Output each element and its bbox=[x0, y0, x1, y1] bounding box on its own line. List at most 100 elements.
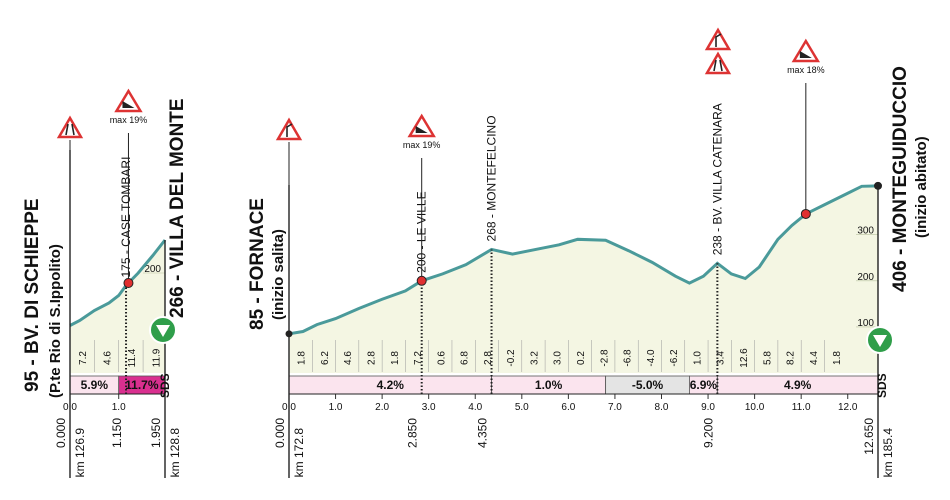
climb-icon bbox=[122, 101, 135, 108]
segment-grade: 4.6 bbox=[343, 351, 354, 365]
distance-label: 2.850 bbox=[406, 418, 420, 448]
segment-grade: -0.2 bbox=[506, 349, 517, 367]
segment-grade: 6.8 bbox=[460, 351, 471, 365]
road-sign bbox=[704, 27, 732, 51]
profile-line bbox=[288, 184, 879, 336]
road-sign bbox=[704, 51, 732, 75]
segment-grade: -6.2 bbox=[669, 349, 680, 367]
x-tick-label: 9.0 bbox=[701, 402, 715, 413]
profile-line bbox=[69, 239, 167, 327]
start-label: 95 - BV. DI SCHIEPPE bbox=[22, 198, 43, 392]
sector-label: 5.9% bbox=[81, 378, 109, 392]
sector-label: -5.0% bbox=[632, 378, 664, 392]
y-tick-label: 100 bbox=[857, 318, 874, 329]
segment-grade: 1.8 bbox=[297, 351, 308, 365]
km-start: km 126.9 bbox=[73, 428, 87, 478]
sector-label: 11.7% bbox=[125, 378, 159, 392]
road-sign-icon bbox=[715, 33, 722, 47]
climb-dot bbox=[416, 275, 427, 286]
logo-text: SDS bbox=[875, 373, 889, 398]
segment-grade: 3.4 bbox=[716, 351, 727, 365]
segment-grade: 0.6 bbox=[436, 351, 447, 365]
segment-grade: 8.2 bbox=[786, 351, 797, 365]
climb-label: max 19% bbox=[110, 115, 148, 125]
x-tick-label: 2.0 bbox=[375, 402, 389, 413]
x-tick-label: 4.0 bbox=[468, 402, 482, 413]
end-label: 266 - VILLA DEL MONTE bbox=[167, 98, 188, 318]
distance-label: 0.000 bbox=[273, 418, 287, 448]
profile-area bbox=[289, 185, 878, 373]
segment-grade: 7.2 bbox=[413, 351, 424, 365]
segment-grade: 6.2 bbox=[320, 351, 331, 365]
x-tick-label: 6.0 bbox=[561, 402, 575, 413]
climb-icon bbox=[415, 126, 428, 133]
logo-triangle bbox=[873, 335, 887, 347]
segment-grade: 7.2 bbox=[78, 351, 89, 365]
end-note: (inizio abitato) bbox=[913, 136, 930, 238]
segment-grade: 1.0 bbox=[692, 351, 703, 365]
segment-grade: 4.6 bbox=[103, 351, 114, 365]
x-tick-label: 1.0 bbox=[112, 402, 126, 413]
distance-label: 4.350 bbox=[476, 418, 490, 448]
road-sign bbox=[56, 115, 84, 139]
x-tick-label: 1.0 bbox=[329, 402, 343, 413]
km-end: km 128.8 bbox=[168, 428, 182, 478]
segment-grade: -4.0 bbox=[646, 349, 657, 367]
segment-grade: 1.8 bbox=[832, 351, 843, 365]
segment-grade: 4.4 bbox=[809, 351, 820, 365]
distance-label: 1.950 bbox=[149, 418, 163, 448]
climb-icon bbox=[799, 51, 812, 58]
x-tick-label: 12.0 bbox=[838, 402, 858, 413]
x-tick-label: 10.0 bbox=[745, 402, 765, 413]
profile-area bbox=[70, 240, 165, 373]
road-sign-icon bbox=[286, 123, 293, 137]
road-sign-icon bbox=[65, 123, 75, 136]
y-tick-label: 200 bbox=[144, 264, 161, 275]
climb-label: max 18% bbox=[787, 65, 825, 75]
segment-grade: 2.8 bbox=[366, 351, 377, 365]
segment-grade: 5.8 bbox=[762, 351, 773, 365]
segment-grade: 2.8 bbox=[483, 351, 494, 365]
logo-text: SDS bbox=[158, 373, 172, 398]
logo-triangle bbox=[156, 325, 170, 337]
x-tick-label: 7.0 bbox=[608, 402, 622, 413]
segment-grade: -6.8 bbox=[623, 349, 634, 367]
waypoint-label: 175 - CASE TOMBARI bbox=[119, 157, 133, 278]
sector-label: 4.2% bbox=[377, 378, 405, 392]
y-tick-label: 300 bbox=[857, 226, 874, 237]
x-tick-label: 5.0 bbox=[515, 402, 529, 413]
waypoint-label: 238 - BV. VILLA CATENARA bbox=[710, 103, 724, 255]
sector-label: 4.9% bbox=[784, 378, 812, 392]
distance-label: 12.650 bbox=[862, 418, 876, 455]
segment-grade: -2.8 bbox=[599, 349, 610, 367]
distance-label: 9.200 bbox=[701, 418, 715, 448]
segment-grade: 3.0 bbox=[553, 351, 564, 365]
segment-grade: 3.2 bbox=[529, 351, 540, 365]
end-label: 406 - MONTEGUIDUCCIO bbox=[890, 66, 911, 292]
road-sign bbox=[275, 117, 303, 141]
sector-label: 6.9% bbox=[690, 378, 718, 392]
climb-dot bbox=[123, 278, 134, 288]
waypoint-label: 268 - MONTEFELCINO bbox=[485, 115, 499, 241]
x-tick-label: 11.0 bbox=[792, 402, 811, 413]
climb-dot bbox=[800, 208, 811, 219]
distance-label: 1.150 bbox=[110, 418, 124, 448]
segment-grade: 12.6 bbox=[739, 348, 750, 368]
climb-label: max 19% bbox=[403, 140, 441, 150]
km-end: km 185.4 bbox=[881, 428, 895, 478]
x-tick-label: 8.0 bbox=[655, 402, 669, 413]
sector-label: 1.0% bbox=[535, 378, 563, 392]
km-start: km 172.8 bbox=[292, 428, 306, 478]
start-note: (P.te Rio di S.Ippolito) bbox=[47, 244, 64, 398]
segment-grade: 1.8 bbox=[390, 351, 401, 365]
road-sign-icon bbox=[713, 59, 723, 72]
start-label: 85 - FORNACE bbox=[247, 198, 268, 330]
start-dot bbox=[285, 330, 293, 338]
segment-grade: 11.9 bbox=[151, 348, 162, 367]
end-dot bbox=[874, 181, 882, 190]
distance-label: 0.000 bbox=[54, 418, 68, 448]
start-note: (inizio salita) bbox=[270, 229, 287, 320]
x-tick-label: 3.0 bbox=[422, 402, 436, 413]
segment-grade: 11.4 bbox=[127, 348, 138, 367]
